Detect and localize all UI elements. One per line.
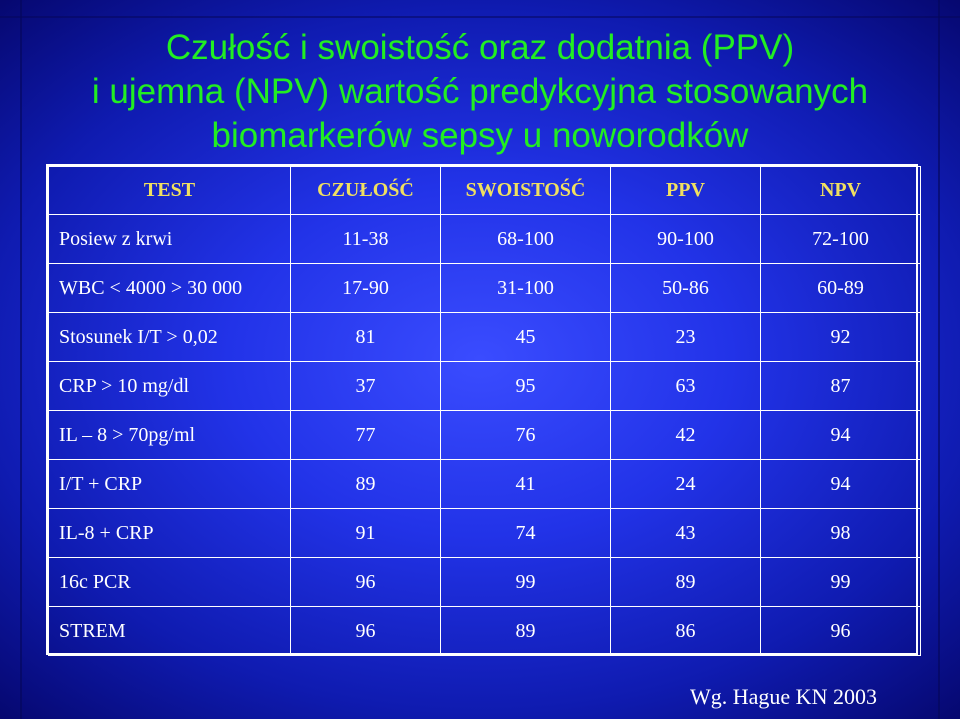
- cell-npv: 60-89: [760, 263, 921, 313]
- cell-sensitivity: 17-90: [290, 263, 441, 313]
- table-row: WBC < 4000 > 30 000 17-90 31-100 50-86 6…: [48, 263, 921, 313]
- cell-ppv: 89: [610, 557, 761, 607]
- table-row: CRP > 10 mg/dl 37 95 63 87: [48, 361, 921, 411]
- cell-specificity: 31-100: [440, 263, 611, 313]
- cell-test: CRP > 10 mg/dl: [48, 361, 291, 411]
- cell-npv: 87: [760, 361, 921, 411]
- cell-test: IL-8 + CRP: [48, 508, 291, 558]
- cell-specificity: 76: [440, 410, 611, 460]
- source-citation: Wg. Hague KN 2003: [690, 684, 877, 709]
- slide-title: Czułość i swoistość oraz dodatnia (PPV) …: [30, 26, 930, 158]
- table-row: Stosunek I/T > 0,02 81 45 23 92: [48, 312, 921, 362]
- cell-sensitivity: 89: [290, 459, 441, 509]
- cell-test: 16c PCR: [48, 557, 291, 607]
- title-line-1: Czułość i swoistość oraz dodatnia (PPV): [165, 28, 795, 67]
- header-test: TEST: [48, 166, 291, 215]
- header-specificity: SWOISTOŚĆ: [440, 166, 611, 215]
- cell-sensitivity: 91: [290, 508, 441, 558]
- cell-ppv: 86: [610, 606, 761, 656]
- right-edge-line: [938, 0, 940, 719]
- cell-ppv: 50-86: [610, 263, 761, 313]
- table-row: STREM 96 89 86 96: [48, 606, 921, 656]
- header-ppv: PPV: [610, 166, 761, 215]
- cell-npv: 99: [760, 557, 921, 607]
- left-edge-line: [20, 0, 22, 719]
- biomarker-table: TEST CZUŁOŚĆ SWOISTOŚĆ PPV NPV Posiew z …: [46, 164, 921, 656]
- cell-test: Posiew z krwi: [48, 214, 291, 264]
- table-row: Posiew z krwi 11-38 68-100 90-100 72-100: [48, 214, 921, 264]
- cell-sensitivity: 37: [290, 361, 441, 411]
- cell-specificity: 99: [440, 557, 611, 607]
- cell-specificity: 68-100: [440, 214, 611, 264]
- cell-ppv: 43: [610, 508, 761, 558]
- title-line-2: i ujemna (NPV) wartość predykcyjna stoso…: [91, 72, 869, 111]
- cell-test: I/T + CRP: [48, 459, 291, 509]
- table-row: IL – 8 > 70pg/ml 77 76 42 94: [48, 410, 921, 460]
- table-row: IL-8 + CRP 91 74 43 98: [48, 508, 921, 558]
- cell-ppv: 24: [610, 459, 761, 509]
- cell-ppv: 63: [610, 361, 761, 411]
- cell-npv: 96: [760, 606, 921, 656]
- cell-sensitivity: 81: [290, 312, 441, 362]
- cell-specificity: 74: [440, 508, 611, 558]
- table-row: I/T + CRP 89 41 24 94: [48, 459, 921, 509]
- header-npv: NPV: [760, 166, 921, 215]
- cell-test: IL – 8 > 70pg/ml: [48, 410, 291, 460]
- cell-npv: 72-100: [760, 214, 921, 264]
- top-edge-line: [0, 16, 960, 18]
- cell-sensitivity: 96: [290, 606, 441, 656]
- cell-specificity: 45: [440, 312, 611, 362]
- cell-specificity: 41: [440, 459, 611, 509]
- cell-specificity: 89: [440, 606, 611, 656]
- cell-test: STREM: [48, 606, 291, 656]
- cell-test: Stosunek I/T > 0,02: [48, 312, 291, 362]
- cell-npv: 94: [760, 410, 921, 460]
- table-header-row: TEST CZUŁOŚĆ SWOISTOŚĆ PPV NPV: [48, 166, 921, 215]
- cell-ppv: 42: [610, 410, 761, 460]
- cell-sensitivity: 96: [290, 557, 441, 607]
- cell-npv: 94: [760, 459, 921, 509]
- table-row: 16c PCR 96 99 89 99: [48, 557, 921, 607]
- cell-ppv: 23: [610, 312, 761, 362]
- header-sensitivity: CZUŁOŚĆ: [290, 166, 441, 215]
- cell-npv: 92: [760, 312, 921, 362]
- cell-test: WBC < 4000 > 30 000: [48, 263, 291, 313]
- cell-sensitivity: 11-38: [290, 214, 441, 264]
- cell-specificity: 95: [440, 361, 611, 411]
- title-line-3: biomarkerów sepsy u noworodków: [211, 116, 749, 155]
- cell-sensitivity: 77: [290, 410, 441, 460]
- cell-npv: 98: [760, 508, 921, 558]
- cell-ppv: 90-100: [610, 214, 761, 264]
